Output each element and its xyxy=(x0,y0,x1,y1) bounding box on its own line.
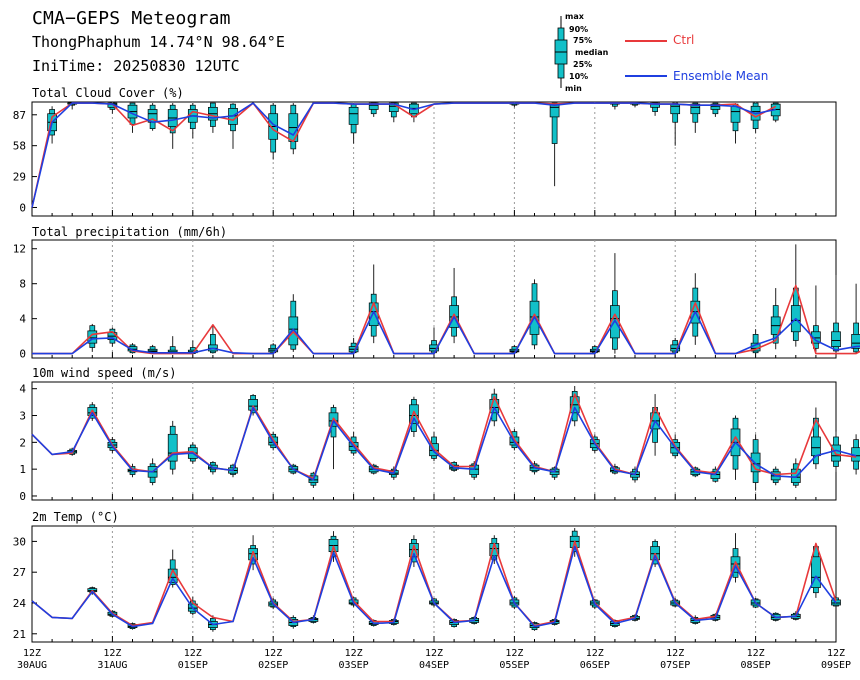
y-tick-label: 0 xyxy=(19,348,26,361)
x-tick-label-date: 04SEP xyxy=(419,660,449,671)
legend-p25: 25% xyxy=(573,60,593,69)
x-tick-label-date: 31AUG xyxy=(97,660,127,671)
panel-title: 10m wind speed (m/s) xyxy=(32,366,177,380)
iqr-box xyxy=(549,103,560,118)
x-tick-label-time: 12Z xyxy=(747,648,765,659)
legend-p10: 10% xyxy=(569,72,589,81)
x-tick-label-date: 02SEP xyxy=(258,660,288,671)
init-time-label: IniTime: 20250830 12UTC xyxy=(32,57,240,75)
mean-series-line xyxy=(32,310,860,355)
y-tick-label: 0 xyxy=(19,201,26,214)
x-tick-label-time: 12Z xyxy=(827,648,845,659)
panel-title: Total precipitation (mm/6h) xyxy=(32,225,227,239)
x-tick-label-date: 05SEP xyxy=(499,660,529,671)
iqr-box xyxy=(730,105,741,123)
mean-series-line xyxy=(31,545,837,628)
iqr-box xyxy=(851,334,860,349)
y-tick-label: 24 xyxy=(13,597,27,610)
x-tick-label-date: 01SEP xyxy=(178,660,208,671)
iqr-box xyxy=(831,331,841,347)
y-tick-label: 58 xyxy=(13,140,26,153)
x-tick-label-date: 30AUG xyxy=(17,660,47,671)
y-tick-label: 87 xyxy=(13,109,26,122)
iqr-box xyxy=(811,436,821,457)
mean-series-line xyxy=(31,102,776,208)
iqr-box xyxy=(650,102,660,108)
iqr-box xyxy=(730,556,741,573)
iqr-box xyxy=(87,330,98,344)
iqr-box xyxy=(811,556,821,588)
x-tick-label-date: 08SEP xyxy=(741,660,771,671)
legend-median: median xyxy=(575,48,609,57)
iqr-box xyxy=(368,302,379,327)
legend-mean-label: Ensemble Mean xyxy=(673,69,769,83)
iqr-box xyxy=(167,433,178,462)
legend-p75: 75% xyxy=(573,36,593,45)
y-tick-label: 4 xyxy=(19,313,26,326)
iqr-box xyxy=(690,103,701,115)
y-tick-label: 12 xyxy=(13,243,26,256)
y-tick-label: 4 xyxy=(19,383,26,396)
x-tick-label-time: 12Z xyxy=(345,648,363,659)
p10-p90-bar xyxy=(551,102,558,144)
x-tick-label-time: 12Z xyxy=(23,648,41,659)
panel-title: 2m Temp (°C) xyxy=(32,510,119,524)
p10-p90-bar xyxy=(210,334,216,354)
legend-p90: 90% xyxy=(569,25,589,34)
y-tick-label: 30 xyxy=(13,535,26,548)
ctrl-series-line xyxy=(31,393,857,480)
x-tick-label-date: 09SEP xyxy=(821,660,851,671)
meteogram-title: CMA−GEPS Meteogram xyxy=(32,8,231,29)
iqr-box xyxy=(167,568,178,583)
iqr-box xyxy=(248,399,258,411)
iqr-box xyxy=(670,103,681,115)
iqr-box xyxy=(368,102,379,110)
legend-ctrl-label: Ctrl xyxy=(673,33,695,47)
x-tick-label-time: 12Z xyxy=(264,648,282,659)
y-tick-label: 3 xyxy=(19,410,26,423)
panel-frame xyxy=(31,525,837,643)
y-tick-label: 1 xyxy=(19,463,26,476)
x-tick-label-date: 06SEP xyxy=(580,660,610,671)
x-tick-label-time: 12Z xyxy=(425,648,443,659)
iqr-box xyxy=(288,316,299,346)
legend-max: max xyxy=(565,12,584,21)
y-tick-label: 8 xyxy=(19,278,26,291)
x-tick-label-time: 12Z xyxy=(666,648,684,659)
y-tick-label: 29 xyxy=(13,171,26,184)
y-tick-label: 2 xyxy=(19,436,26,449)
x-tick-label-date: 07SEP xyxy=(660,660,690,671)
y-tick-label: 0 xyxy=(19,490,26,503)
iqr-box xyxy=(348,106,359,125)
panel-title: Total Cloud Cover (%) xyxy=(32,86,184,100)
legend-min: min xyxy=(565,84,582,93)
mean-series-line xyxy=(31,406,857,481)
ctrl-series-line xyxy=(32,284,860,355)
iqr-box xyxy=(409,404,419,424)
x-tick-label-time: 12Z xyxy=(184,648,202,659)
x-tick-label-time: 12Z xyxy=(103,648,121,659)
location-label: ThongPhaphum 14.74°N 98.64°E xyxy=(32,33,285,51)
x-tick-label-time: 12Z xyxy=(505,648,523,659)
iqr-box xyxy=(710,103,721,110)
x-tick-label-date: 03SEP xyxy=(339,660,369,671)
x-tick-label-time: 12Z xyxy=(586,648,604,659)
iqr-box xyxy=(790,468,801,483)
y-tick-label: 21 xyxy=(13,628,26,641)
y-tick-label: 27 xyxy=(13,566,26,579)
iqr-box xyxy=(409,543,419,558)
